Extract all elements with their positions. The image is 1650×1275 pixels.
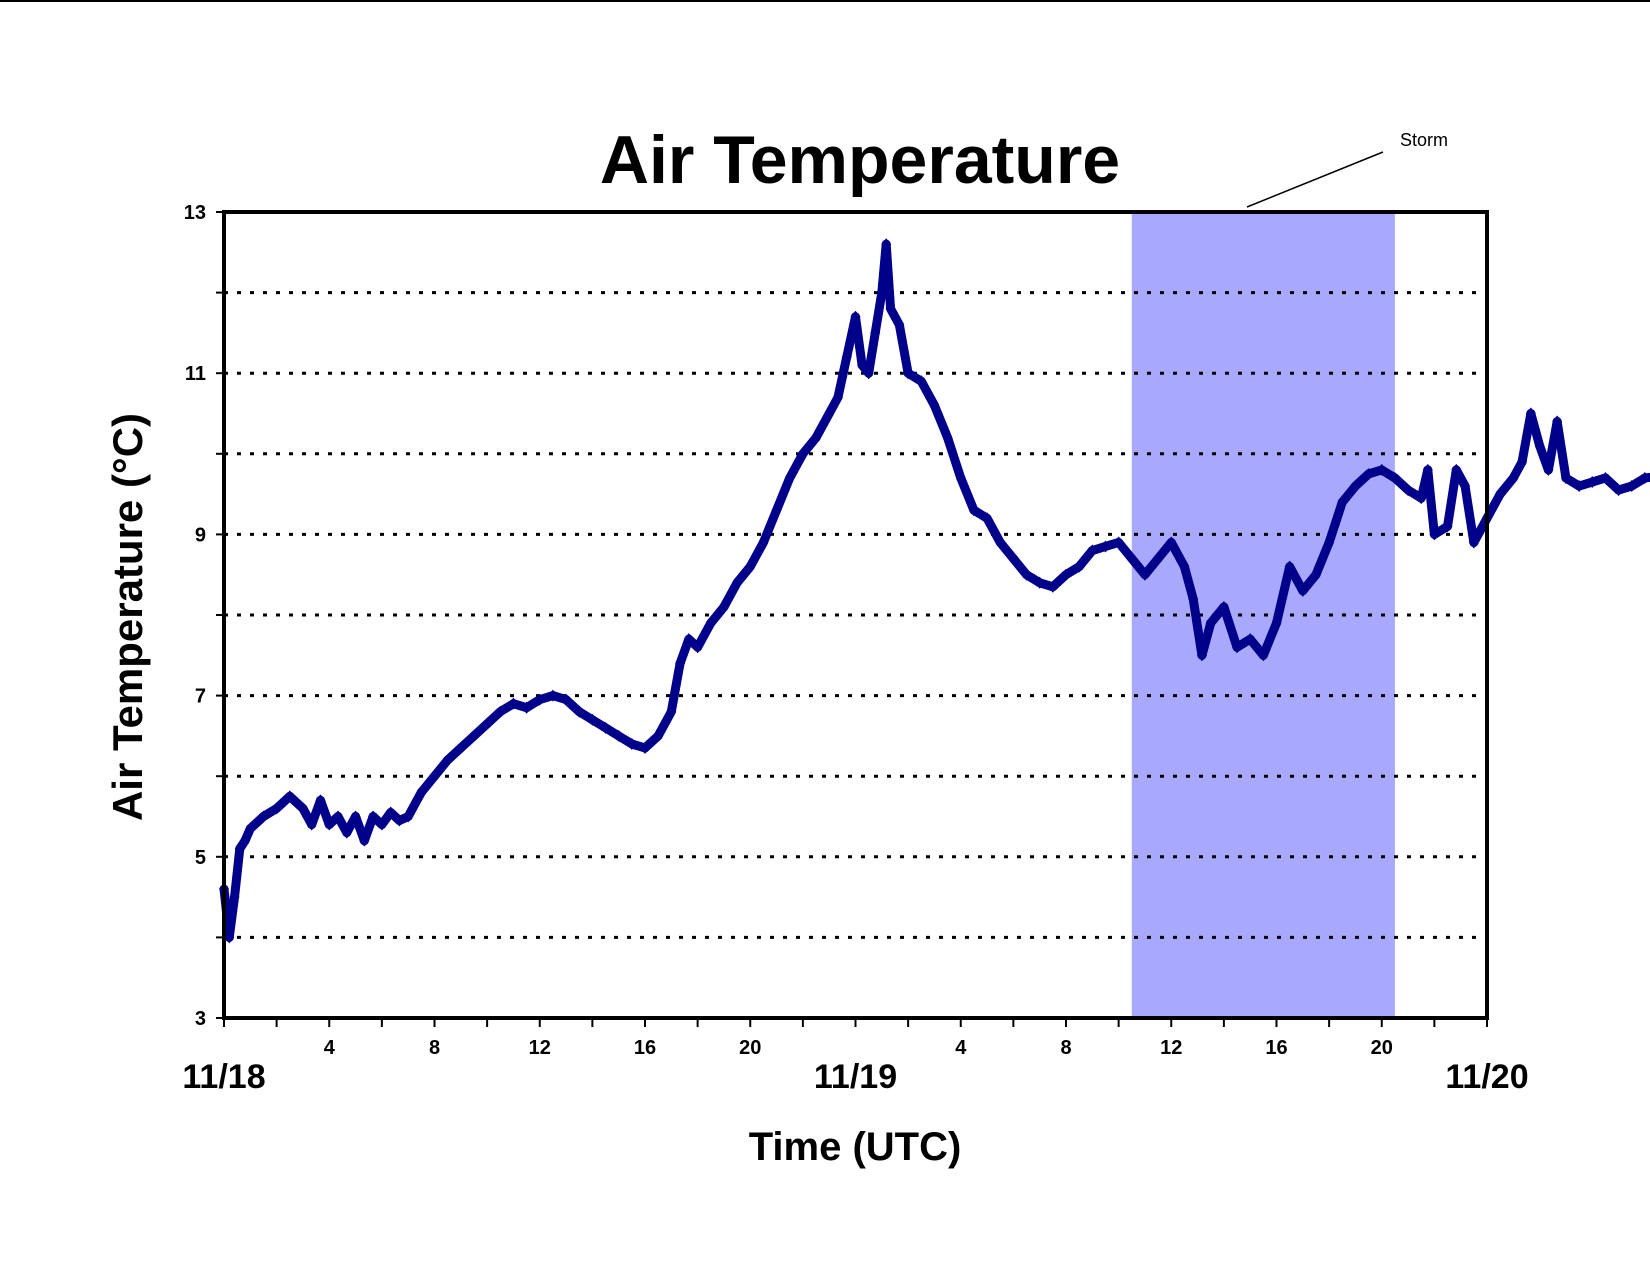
x-hour-label: 16 xyxy=(1265,1037,1287,1059)
data-trace-segment xyxy=(1166,537,1189,572)
data-trace-segment xyxy=(693,618,716,652)
data-trace-segment xyxy=(982,513,1005,547)
x-hour-label: 4 xyxy=(955,1037,967,1059)
x-date-label: 11/19 xyxy=(814,1058,897,1096)
x-axis-ticks: 4 8 12 16 20 4 8 12 16 20 11/18 11/19 11/20 xyxy=(182,1018,1529,1096)
data-trace-segment xyxy=(772,473,795,515)
data-trace-segment xyxy=(1526,409,1545,451)
storm-annotation-leader-line xyxy=(1246,151,1384,208)
data-trace-segment xyxy=(1219,602,1242,652)
data-trace-segment xyxy=(1443,465,1461,531)
data-trace-segment xyxy=(1640,472,1650,483)
data-trace-segment xyxy=(943,433,966,483)
data-trace-segment xyxy=(719,578,742,612)
data-trace-segment xyxy=(851,312,867,370)
data-trace-segment xyxy=(758,505,782,547)
y-tick-label: 13 xyxy=(184,202,206,224)
data-trace-segment xyxy=(1482,489,1505,523)
data-trace-segment xyxy=(929,400,953,443)
data-trace-segment xyxy=(1311,537,1334,580)
x-date-label: 11/18 xyxy=(182,1058,265,1096)
y-tick-label: 9 xyxy=(195,524,206,546)
y-axis-label: Air Temperature (°C) xyxy=(104,413,151,821)
data-trace-segment xyxy=(956,473,979,515)
chart-title: Air Temperature xyxy=(600,122,1120,198)
x-hour-label: 12 xyxy=(1160,1037,1182,1059)
x-hour-label: 16 xyxy=(634,1037,656,1059)
data-trace-segment xyxy=(1469,513,1492,547)
data-trace-segment xyxy=(1179,562,1198,604)
data-trace-segment xyxy=(653,707,676,741)
x-hour-label: 8 xyxy=(429,1037,440,1059)
data-trace-segment xyxy=(811,409,834,443)
x-hour-label: 20 xyxy=(739,1037,761,1059)
y-tick-label: 11 xyxy=(185,363,206,385)
data-points xyxy=(219,238,1650,944)
x-axis-label: Time (UTC) xyxy=(749,1125,962,1169)
data-trace-segment xyxy=(1197,618,1216,660)
storm-annotation-label: Storm xyxy=(1400,130,1448,150)
data-trace-segment xyxy=(1272,562,1295,628)
data-trace-segment xyxy=(894,320,913,378)
x-date-label: 11/20 xyxy=(1445,1058,1528,1096)
data-trace-segment xyxy=(1460,481,1479,547)
x-hour-label: 20 xyxy=(1371,1037,1393,1059)
top-border-line xyxy=(0,0,1650,2)
data-trace-segment xyxy=(745,537,768,572)
x-hour-label: 12 xyxy=(529,1037,551,1059)
y-tick-label: 3 xyxy=(195,1008,206,1030)
data-trace-segment xyxy=(230,844,245,902)
y-axis-ticks: 3 5 7 9 11 13 xyxy=(184,202,224,1030)
data-trace-segment xyxy=(1324,497,1347,547)
x-hour-label: 8 xyxy=(1060,1037,1071,1059)
data-trace-segment xyxy=(1423,465,1439,539)
data-trace-segment xyxy=(870,288,887,338)
data-trace-segment xyxy=(666,658,685,717)
data-trace-segment xyxy=(881,239,896,314)
data-trace-segment xyxy=(916,376,939,410)
y-tick-label: 7 xyxy=(195,686,206,708)
data-trace-segment xyxy=(1552,417,1571,483)
y-tick-label: 5 xyxy=(195,847,206,869)
data-trace-segment xyxy=(864,328,880,378)
data-trace-segment xyxy=(833,352,852,402)
data-trace-segment xyxy=(1258,618,1281,660)
x-hour-label: 4 xyxy=(324,1037,336,1059)
data-trace-segment xyxy=(224,892,240,942)
data-trace-segment xyxy=(403,787,426,821)
data-trace-segment xyxy=(785,449,808,483)
